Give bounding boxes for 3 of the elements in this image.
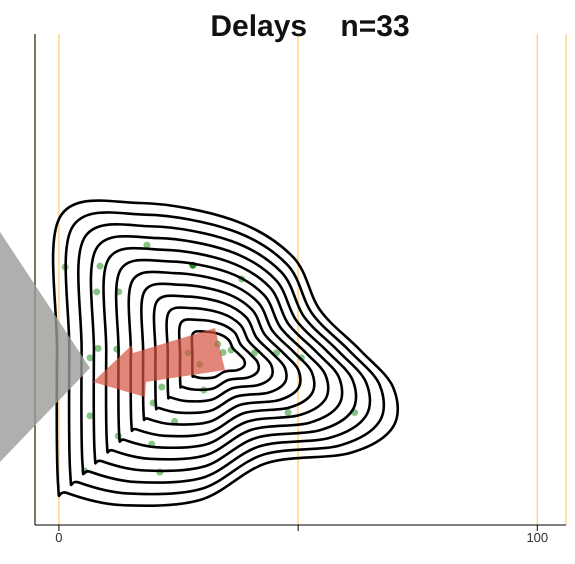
x-tick-label: 0 (55, 530, 63, 546)
chart-title: Delays n=33 (209, 10, 411, 44)
x-tick-label: 100 (526, 530, 548, 546)
